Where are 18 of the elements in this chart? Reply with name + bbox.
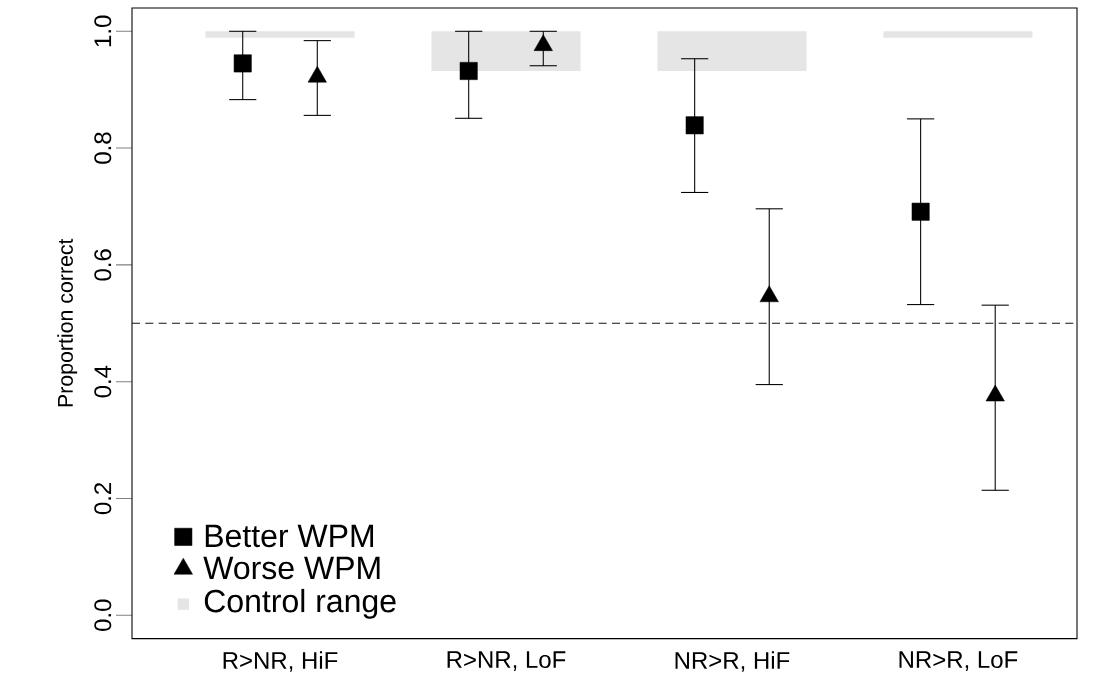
y-tick-label: 0.2 — [94, 482, 112, 515]
x-tick-label: NR>R, HiF — [675, 651, 790, 672]
y-axis-title: Proportion correct — [57, 238, 78, 407]
legend-label: Control range — [204, 588, 396, 619]
point — [685, 116, 704, 135]
legend-label: Worse WPM — [203, 556, 380, 580]
y-tick-label: 0.6 — [94, 249, 112, 281]
y-tick-label: 1.0 — [94, 15, 112, 47]
x-tick-label: R>NR, LoF — [447, 651, 566, 671]
x-tick-label: R>NR, HiF — [223, 651, 338, 672]
point — [459, 62, 478, 80]
point — [233, 54, 252, 73]
legend-label: Better WPM — [205, 524, 374, 548]
x-tick-label: NR>R, LoF — [899, 651, 1018, 671]
y-tick-label: 0.4 — [94, 365, 112, 398]
y-tick-label: 0.0 — [94, 599, 112, 631]
y-tick-label: 0.8 — [94, 132, 112, 164]
point — [911, 202, 930, 221]
